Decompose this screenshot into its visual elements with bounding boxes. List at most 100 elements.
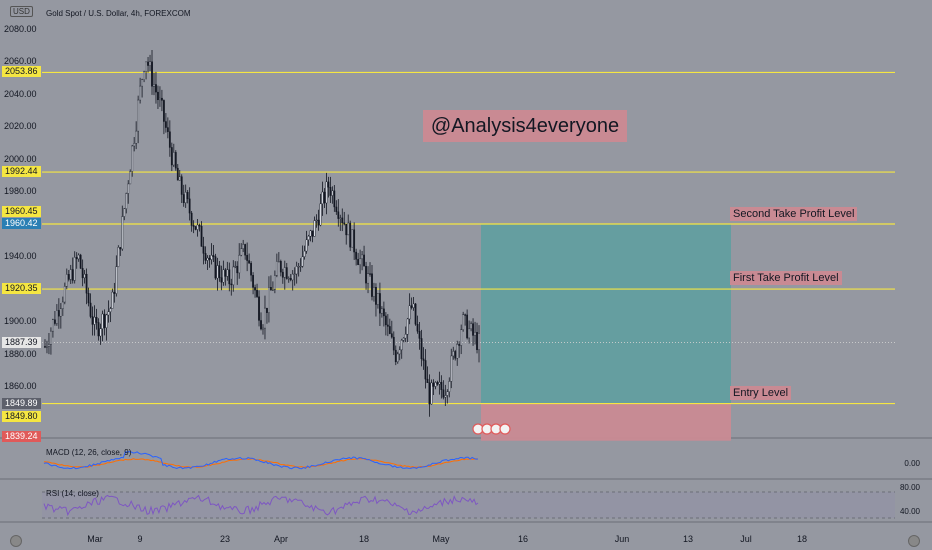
candle-body [55,310,58,324]
candle-body [232,266,235,286]
candle-body [216,265,219,279]
candle-body [141,79,143,87]
second-take-profit-label: Second Take Profit Level [730,207,858,221]
candle-body [450,355,453,382]
candle-body [210,255,213,260]
rsi-band [42,492,895,518]
candle-body [285,267,288,279]
candle-body [363,254,365,267]
x-tick-label: 18 [358,534,370,544]
candle-body [281,271,284,278]
x-tick-label: 9 [137,534,143,544]
candle-body [325,181,328,204]
candle-body [63,286,66,303]
rsi-label[interactable]: RSI (14, close) [46,489,99,498]
candle-body [416,323,419,332]
candle-body [204,253,207,261]
candle-body [343,222,346,225]
candle-body [440,381,443,390]
candle-body [315,219,318,222]
candle-body [442,389,445,398]
candle-body [129,171,132,185]
macd-line [43,451,479,470]
x-tick-label: 13 [682,534,694,544]
candle-body [52,319,54,332]
entry-level-label: Entry Level [730,386,792,400]
candle-body [351,229,354,248]
candle-body [73,257,76,281]
candle-body [93,317,96,325]
candle-body [464,314,467,316]
candle-body [81,268,84,279]
candle-body [109,308,112,312]
candle-body [277,261,280,263]
candle-body [468,328,470,339]
candle-body [273,275,276,290]
candle-body [163,100,165,122]
candle-body [168,131,171,148]
candle-body [472,323,474,336]
x-tick-label: Mar [87,534,103,544]
candle-body [371,273,373,297]
settings-button[interactable] [908,535,920,547]
candle-body [275,261,278,276]
candle-body [404,333,407,339]
candle-body [121,216,124,250]
candle-body [188,198,191,214]
candle-body [339,217,342,219]
candle-body [327,181,330,188]
macd-label[interactable]: MACD (12, 26, close, 9) [46,448,132,457]
candle-body [289,278,292,281]
candle-body [454,351,457,359]
candle-body [85,273,88,294]
y-tick-label: 2060.00 [4,56,37,67]
candle-body [297,266,300,268]
candle-body [279,261,282,273]
candle-body [456,344,459,359]
candle-body [135,130,138,144]
candle-body [117,247,120,267]
candle-body [174,152,177,169]
candle-body [149,61,151,66]
loss-zone [481,403,731,441]
candle-body [369,273,371,275]
scroll-left-button[interactable] [10,535,22,547]
candle-body [113,291,116,294]
candle-body [394,349,397,363]
candle-body [170,147,173,166]
candle-body [206,257,209,261]
candle-body [349,222,352,248]
candle-body [264,307,266,329]
candle-body [192,225,195,227]
candle-body [341,217,344,224]
candle-body [359,258,361,265]
candle-body [182,194,185,204]
candle-body [224,269,227,277]
candle-body [127,183,130,194]
candle-body [99,328,102,337]
candle-body [240,248,243,256]
candle-body [186,192,189,200]
candle-body [200,225,203,247]
candle-body [48,344,50,347]
candle-body [301,256,304,267]
candle-body [97,322,100,337]
candle-body [438,381,441,385]
y-tick-label: 1900.00 [4,316,37,327]
price-tag: 1887.39 [2,337,41,348]
price-tag: 1992.44 [2,166,41,177]
candle-body [44,346,46,348]
candle-body [462,314,465,330]
candle-body [392,336,395,351]
candle-body [428,382,431,405]
candle-body [367,273,369,284]
candle-body [400,339,403,351]
candle-body [319,203,322,226]
candle-body [166,127,169,132]
candle-body [337,211,340,219]
candle-body [422,358,425,361]
y-tick-label: 1860.00 [4,381,37,391]
candle-body [79,254,82,269]
rsi-lower-value: 40.00 [899,507,920,516]
